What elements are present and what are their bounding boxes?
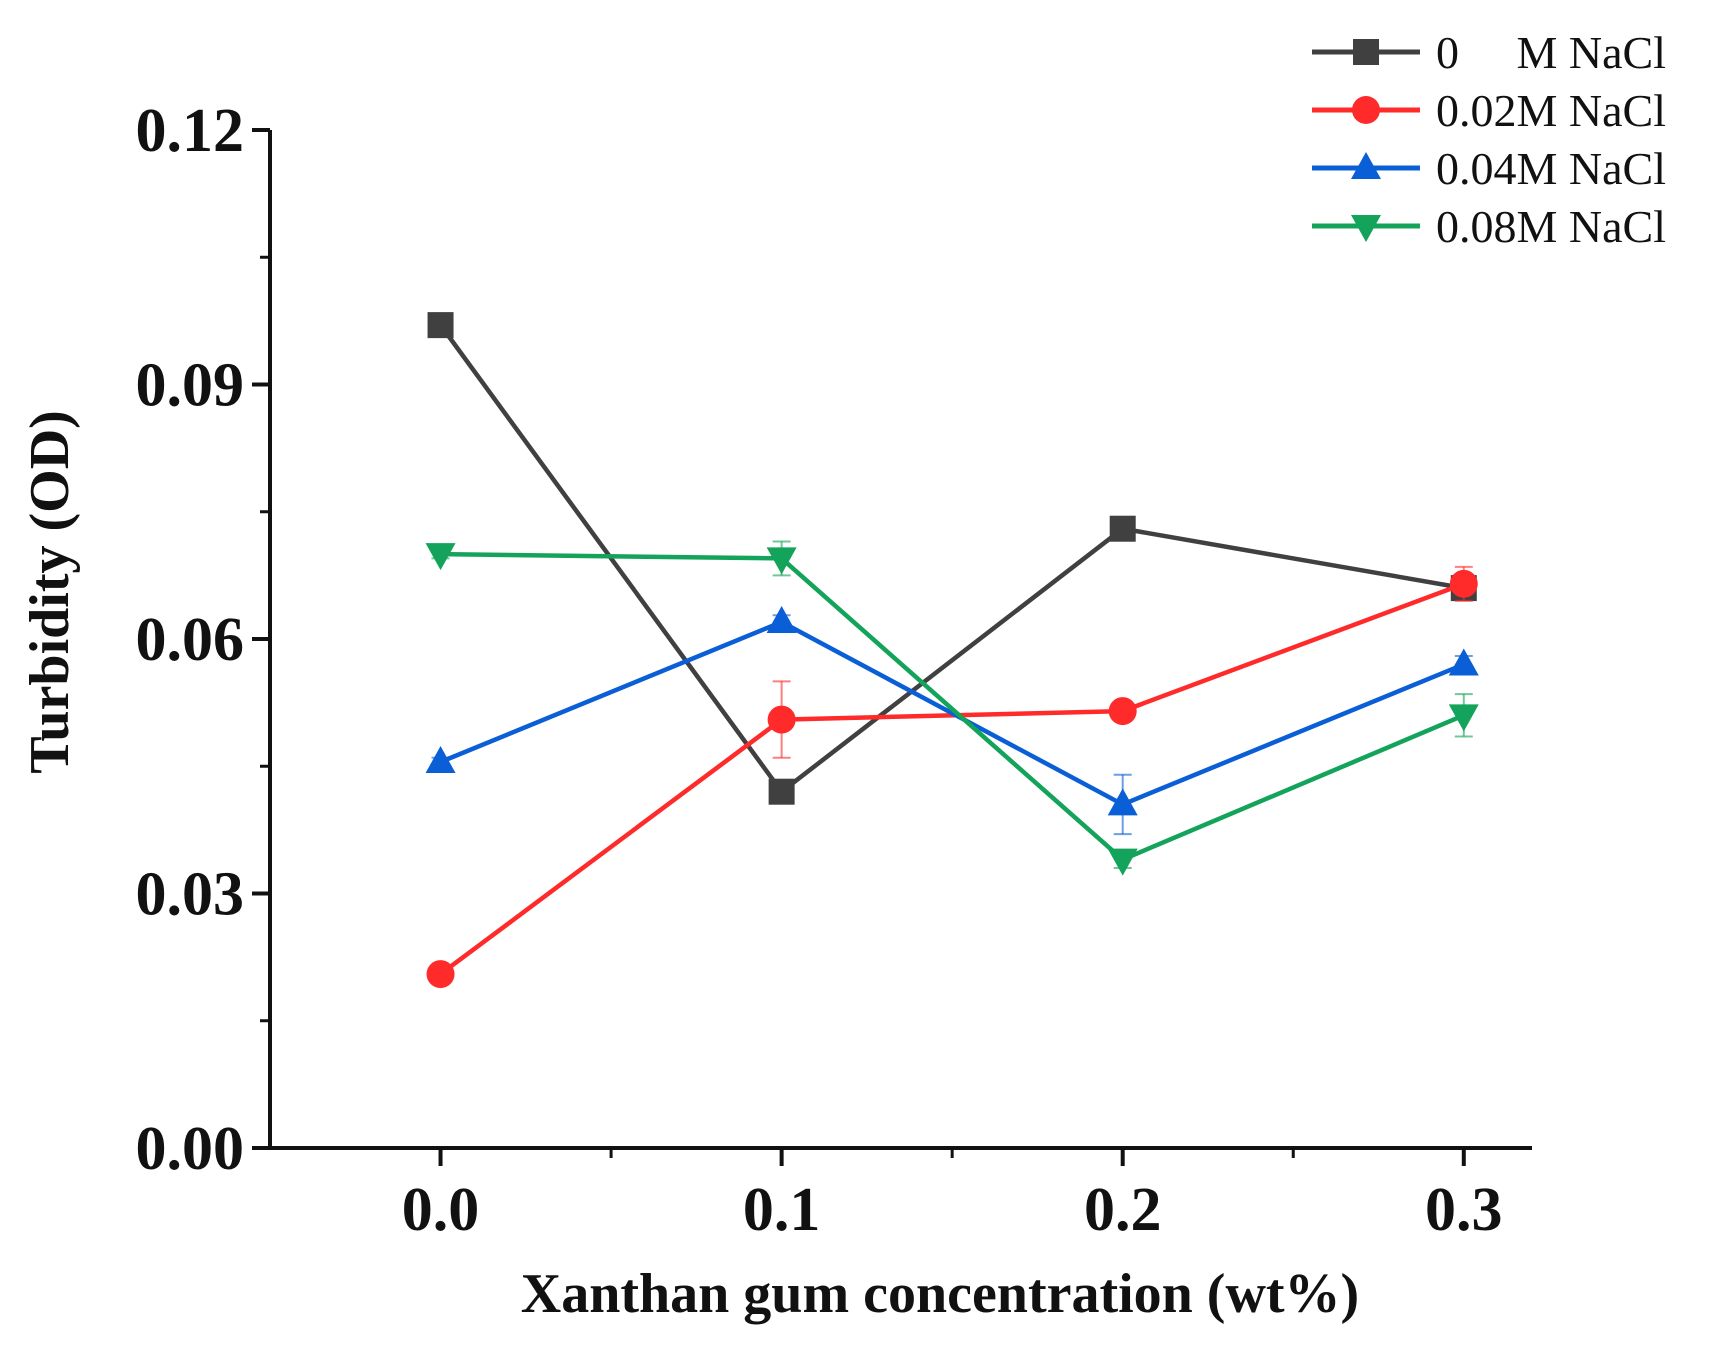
series-2	[425, 606, 1479, 836]
data-point	[1108, 697, 1137, 726]
x-tick-label: 0.1	[743, 1176, 821, 1244]
y-tick-label: 0.12	[136, 97, 245, 165]
legend-label: 0.04M NaCl	[1436, 143, 1666, 194]
x-tick-label: 0.3	[1425, 1176, 1503, 1244]
x-tick-label: 0.0	[402, 1176, 480, 1244]
data-point	[767, 705, 796, 734]
data-point	[427, 312, 454, 339]
data-point	[768, 778, 795, 805]
series-3	[425, 540, 1479, 876]
y-tick-label: 0.06	[136, 606, 245, 674]
x-axis-title: Xanthan gum concentration (wt%)	[521, 1263, 1359, 1325]
data-point	[1107, 848, 1138, 876]
plot-axes	[268, 130, 1532, 1150]
data-point	[1448, 648, 1479, 676]
y-tick-label: 0.03	[136, 861, 245, 929]
data-point	[426, 960, 455, 989]
data-point	[1107, 788, 1138, 816]
series-layer	[425, 312, 1479, 989]
axis-ticks: 0.00 0.03 0.06 0.09 0.12 0.0 0.1 0.2 0.3	[136, 97, 1503, 1244]
series-line	[440, 551, 1465, 862]
y-tick-label: 0.00	[136, 1115, 245, 1183]
legend-item-0: 0 M NaCl	[1312, 27, 1666, 78]
legend: 0 M NaCl 0.02M NaCl 0.04M NaCl 0.08M NaCl	[1312, 27, 1666, 252]
legend-item-3: 0.08M NaCl	[1312, 201, 1666, 252]
series-0	[427, 312, 1477, 805]
legend-label: 0 M NaCl	[1436, 27, 1666, 78]
data-point	[766, 547, 797, 575]
legend-marker	[1353, 39, 1379, 65]
data-point	[425, 543, 456, 571]
x-tick-label: 0.2	[1084, 1176, 1162, 1244]
legend-item-2: 0.04M NaCl	[1312, 143, 1666, 194]
data-point	[1109, 515, 1136, 542]
y-axis-title: Turbidity (OD)	[19, 410, 81, 774]
legend-label: 0.02M NaCl	[1436, 85, 1666, 136]
data-point	[1449, 569, 1478, 598]
legend-label: 0.08M NaCl	[1436, 201, 1666, 252]
data-point	[425, 746, 456, 774]
legend-item-1: 0.02M NaCl	[1312, 85, 1666, 136]
series-line	[439, 619, 1465, 807]
legend-marker	[1352, 96, 1380, 124]
data-point	[766, 606, 797, 634]
data-point	[1448, 704, 1479, 732]
legend-marker	[1351, 152, 1381, 179]
series-line	[438, 323, 1465, 794]
legend-marker	[1351, 215, 1381, 242]
y-tick-label: 0.09	[136, 352, 245, 420]
